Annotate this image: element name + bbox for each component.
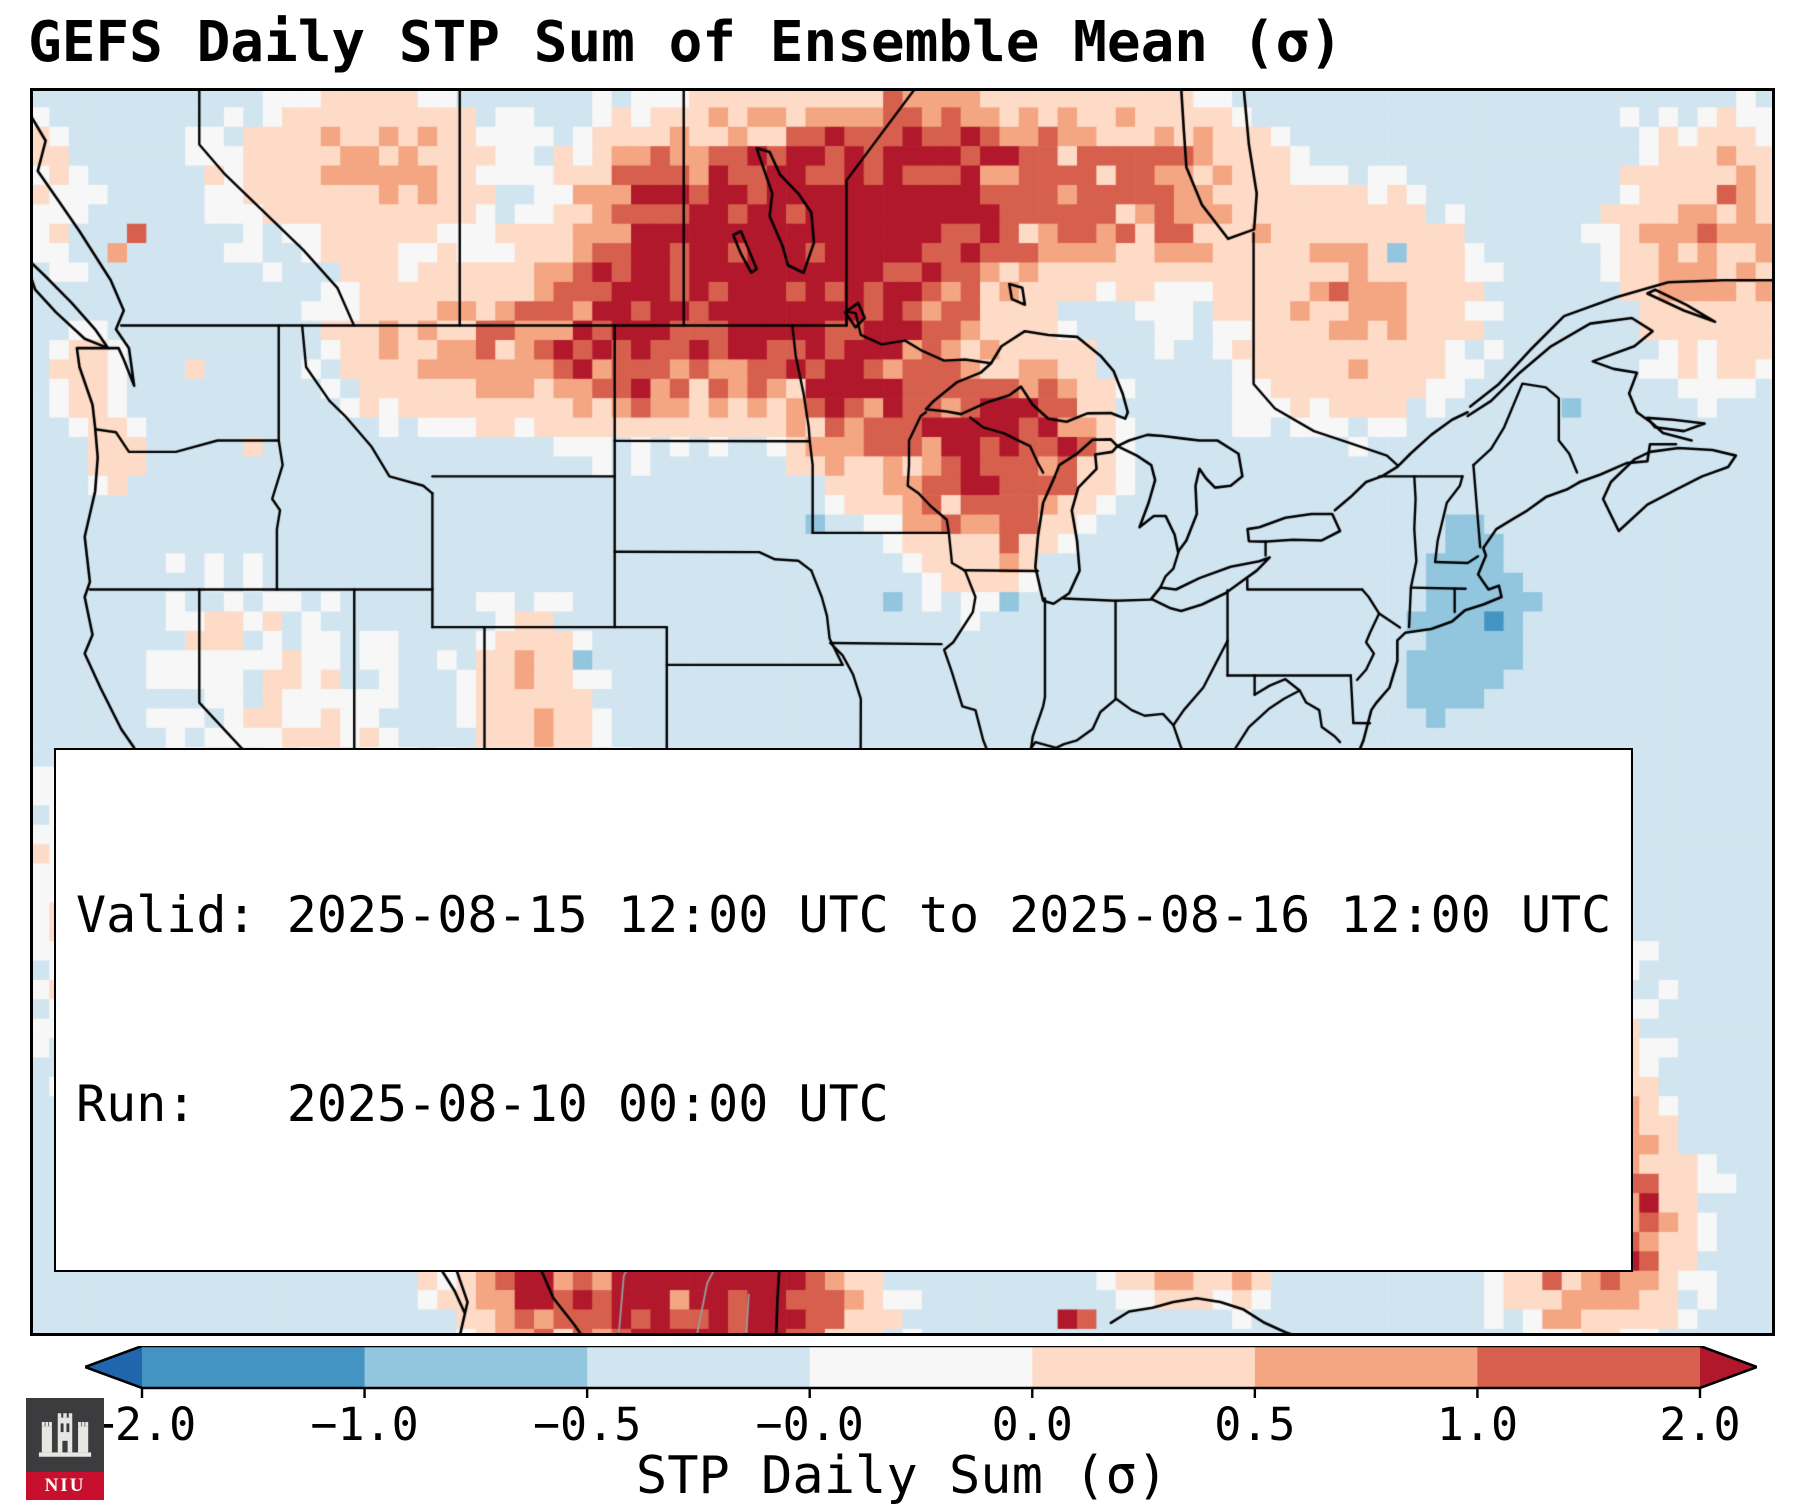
colorbar-tick-label: −1.0: [310, 1398, 419, 1451]
colorbar-tick-label: −2.0: [87, 1398, 197, 1451]
colorbar-gradient: [81, 1344, 1761, 1398]
niu-wordmark: NIU: [26, 1472, 104, 1500]
colorbar-tick-label: 1.0: [1436, 1398, 1519, 1451]
colorbar-tick-label: −0.5: [532, 1398, 642, 1451]
figure-title: GEFS Daily STP Sum of Ensemble Mean (σ): [28, 10, 1343, 75]
castle-glyph: [38, 1413, 92, 1457]
colorbar-tick-label: −0.0: [755, 1398, 864, 1451]
colorbar-tick-label: 2.0: [1659, 1398, 1741, 1451]
niu-logo: NIU: [26, 1398, 104, 1500]
colorbar-tick-label: 0.5: [1214, 1398, 1296, 1451]
colorbar-axis-label: STP Daily Sum (σ): [635, 1446, 1169, 1506]
run-time-text: Run: 2025-08-10 00:00 UTC: [76, 1075, 889, 1133]
forecast-info-box: Valid: 2025-08-15 12:00 UTC to 2025-08-1…: [54, 748, 1634, 1272]
niu-castle-icon: [26, 1398, 104, 1472]
colorbar: −2.0 −1.0 −0.5 −0.0 0.0 0.5 1.0 2.0: [81, 1344, 1761, 1466]
colorbar-tick-label: 0.0: [991, 1398, 1073, 1451]
map-panel: Valid: 2025-08-15 12:00 UTC to 2025-08-1…: [30, 88, 1775, 1336]
valid-period-text: Valid: 2025-08-15 12:00 UTC to 2025-08-1…: [76, 886, 1612, 944]
